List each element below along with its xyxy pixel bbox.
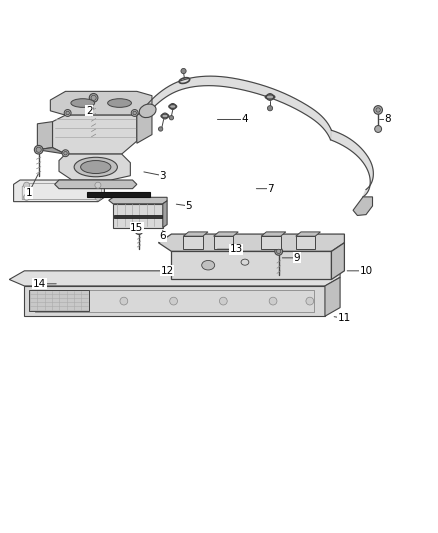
Polygon shape <box>50 91 152 115</box>
Circle shape <box>64 109 71 116</box>
Circle shape <box>169 116 173 120</box>
Text: 15: 15 <box>130 223 144 232</box>
Circle shape <box>131 109 138 116</box>
Polygon shape <box>171 252 332 279</box>
Polygon shape <box>331 130 373 197</box>
Circle shape <box>275 247 283 255</box>
Polygon shape <box>325 277 340 316</box>
Polygon shape <box>53 115 137 154</box>
Circle shape <box>24 182 30 188</box>
Ellipse shape <box>202 261 215 270</box>
Circle shape <box>276 249 281 254</box>
Polygon shape <box>14 180 104 201</box>
Circle shape <box>74 297 82 305</box>
Circle shape <box>64 151 67 155</box>
Circle shape <box>219 297 227 305</box>
Circle shape <box>269 297 277 305</box>
Circle shape <box>40 297 48 305</box>
Ellipse shape <box>108 99 131 107</box>
Text: 1: 1 <box>25 188 32 198</box>
Circle shape <box>62 150 69 157</box>
Polygon shape <box>353 197 372 215</box>
Polygon shape <box>59 154 131 180</box>
Text: 10: 10 <box>360 266 373 276</box>
Polygon shape <box>87 192 150 197</box>
Polygon shape <box>9 271 340 286</box>
Circle shape <box>89 93 98 102</box>
Circle shape <box>268 106 272 111</box>
Text: 7: 7 <box>268 184 274 193</box>
Ellipse shape <box>139 104 156 118</box>
Text: 2: 2 <box>86 106 92 116</box>
Polygon shape <box>145 76 332 140</box>
Circle shape <box>159 127 163 131</box>
Polygon shape <box>37 148 66 154</box>
Ellipse shape <box>71 99 95 107</box>
Text: 11: 11 <box>338 313 351 324</box>
Polygon shape <box>113 204 163 228</box>
Circle shape <box>133 111 136 115</box>
Polygon shape <box>296 236 315 249</box>
Polygon shape <box>261 236 281 249</box>
Circle shape <box>95 195 101 200</box>
Text: 5: 5 <box>185 201 192 211</box>
Circle shape <box>267 93 273 100</box>
Circle shape <box>170 297 177 305</box>
Circle shape <box>24 195 30 200</box>
Circle shape <box>376 108 380 112</box>
Circle shape <box>91 95 96 100</box>
Polygon shape <box>25 286 325 316</box>
Circle shape <box>374 126 381 132</box>
Circle shape <box>374 106 382 114</box>
Polygon shape <box>214 232 238 236</box>
Circle shape <box>170 103 176 109</box>
Polygon shape <box>184 232 208 236</box>
Circle shape <box>181 68 186 74</box>
Text: 9: 9 <box>293 253 300 263</box>
Polygon shape <box>55 180 137 189</box>
Ellipse shape <box>81 160 111 174</box>
Text: 14: 14 <box>33 279 46 289</box>
Polygon shape <box>296 232 321 236</box>
Polygon shape <box>184 236 203 249</box>
Text: 3: 3 <box>159 171 166 181</box>
Circle shape <box>66 111 69 115</box>
Polygon shape <box>137 107 152 143</box>
Text: 6: 6 <box>159 231 166 241</box>
Text: 12: 12 <box>160 266 174 276</box>
Circle shape <box>95 182 101 188</box>
Polygon shape <box>261 232 286 236</box>
Text: 4: 4 <box>242 115 248 125</box>
Circle shape <box>162 113 168 119</box>
Polygon shape <box>214 236 233 249</box>
Circle shape <box>137 229 141 233</box>
Polygon shape <box>109 197 167 204</box>
Polygon shape <box>29 290 89 311</box>
Polygon shape <box>332 243 344 279</box>
Text: 8: 8 <box>384 115 391 125</box>
Circle shape <box>135 227 143 235</box>
Ellipse shape <box>74 157 117 177</box>
Text: 13: 13 <box>230 244 243 254</box>
Circle shape <box>120 297 128 305</box>
Circle shape <box>36 147 41 152</box>
Circle shape <box>34 146 43 154</box>
Polygon shape <box>159 234 344 252</box>
Polygon shape <box>37 122 53 150</box>
Polygon shape <box>114 215 162 218</box>
Polygon shape <box>163 201 167 228</box>
Circle shape <box>306 297 314 305</box>
